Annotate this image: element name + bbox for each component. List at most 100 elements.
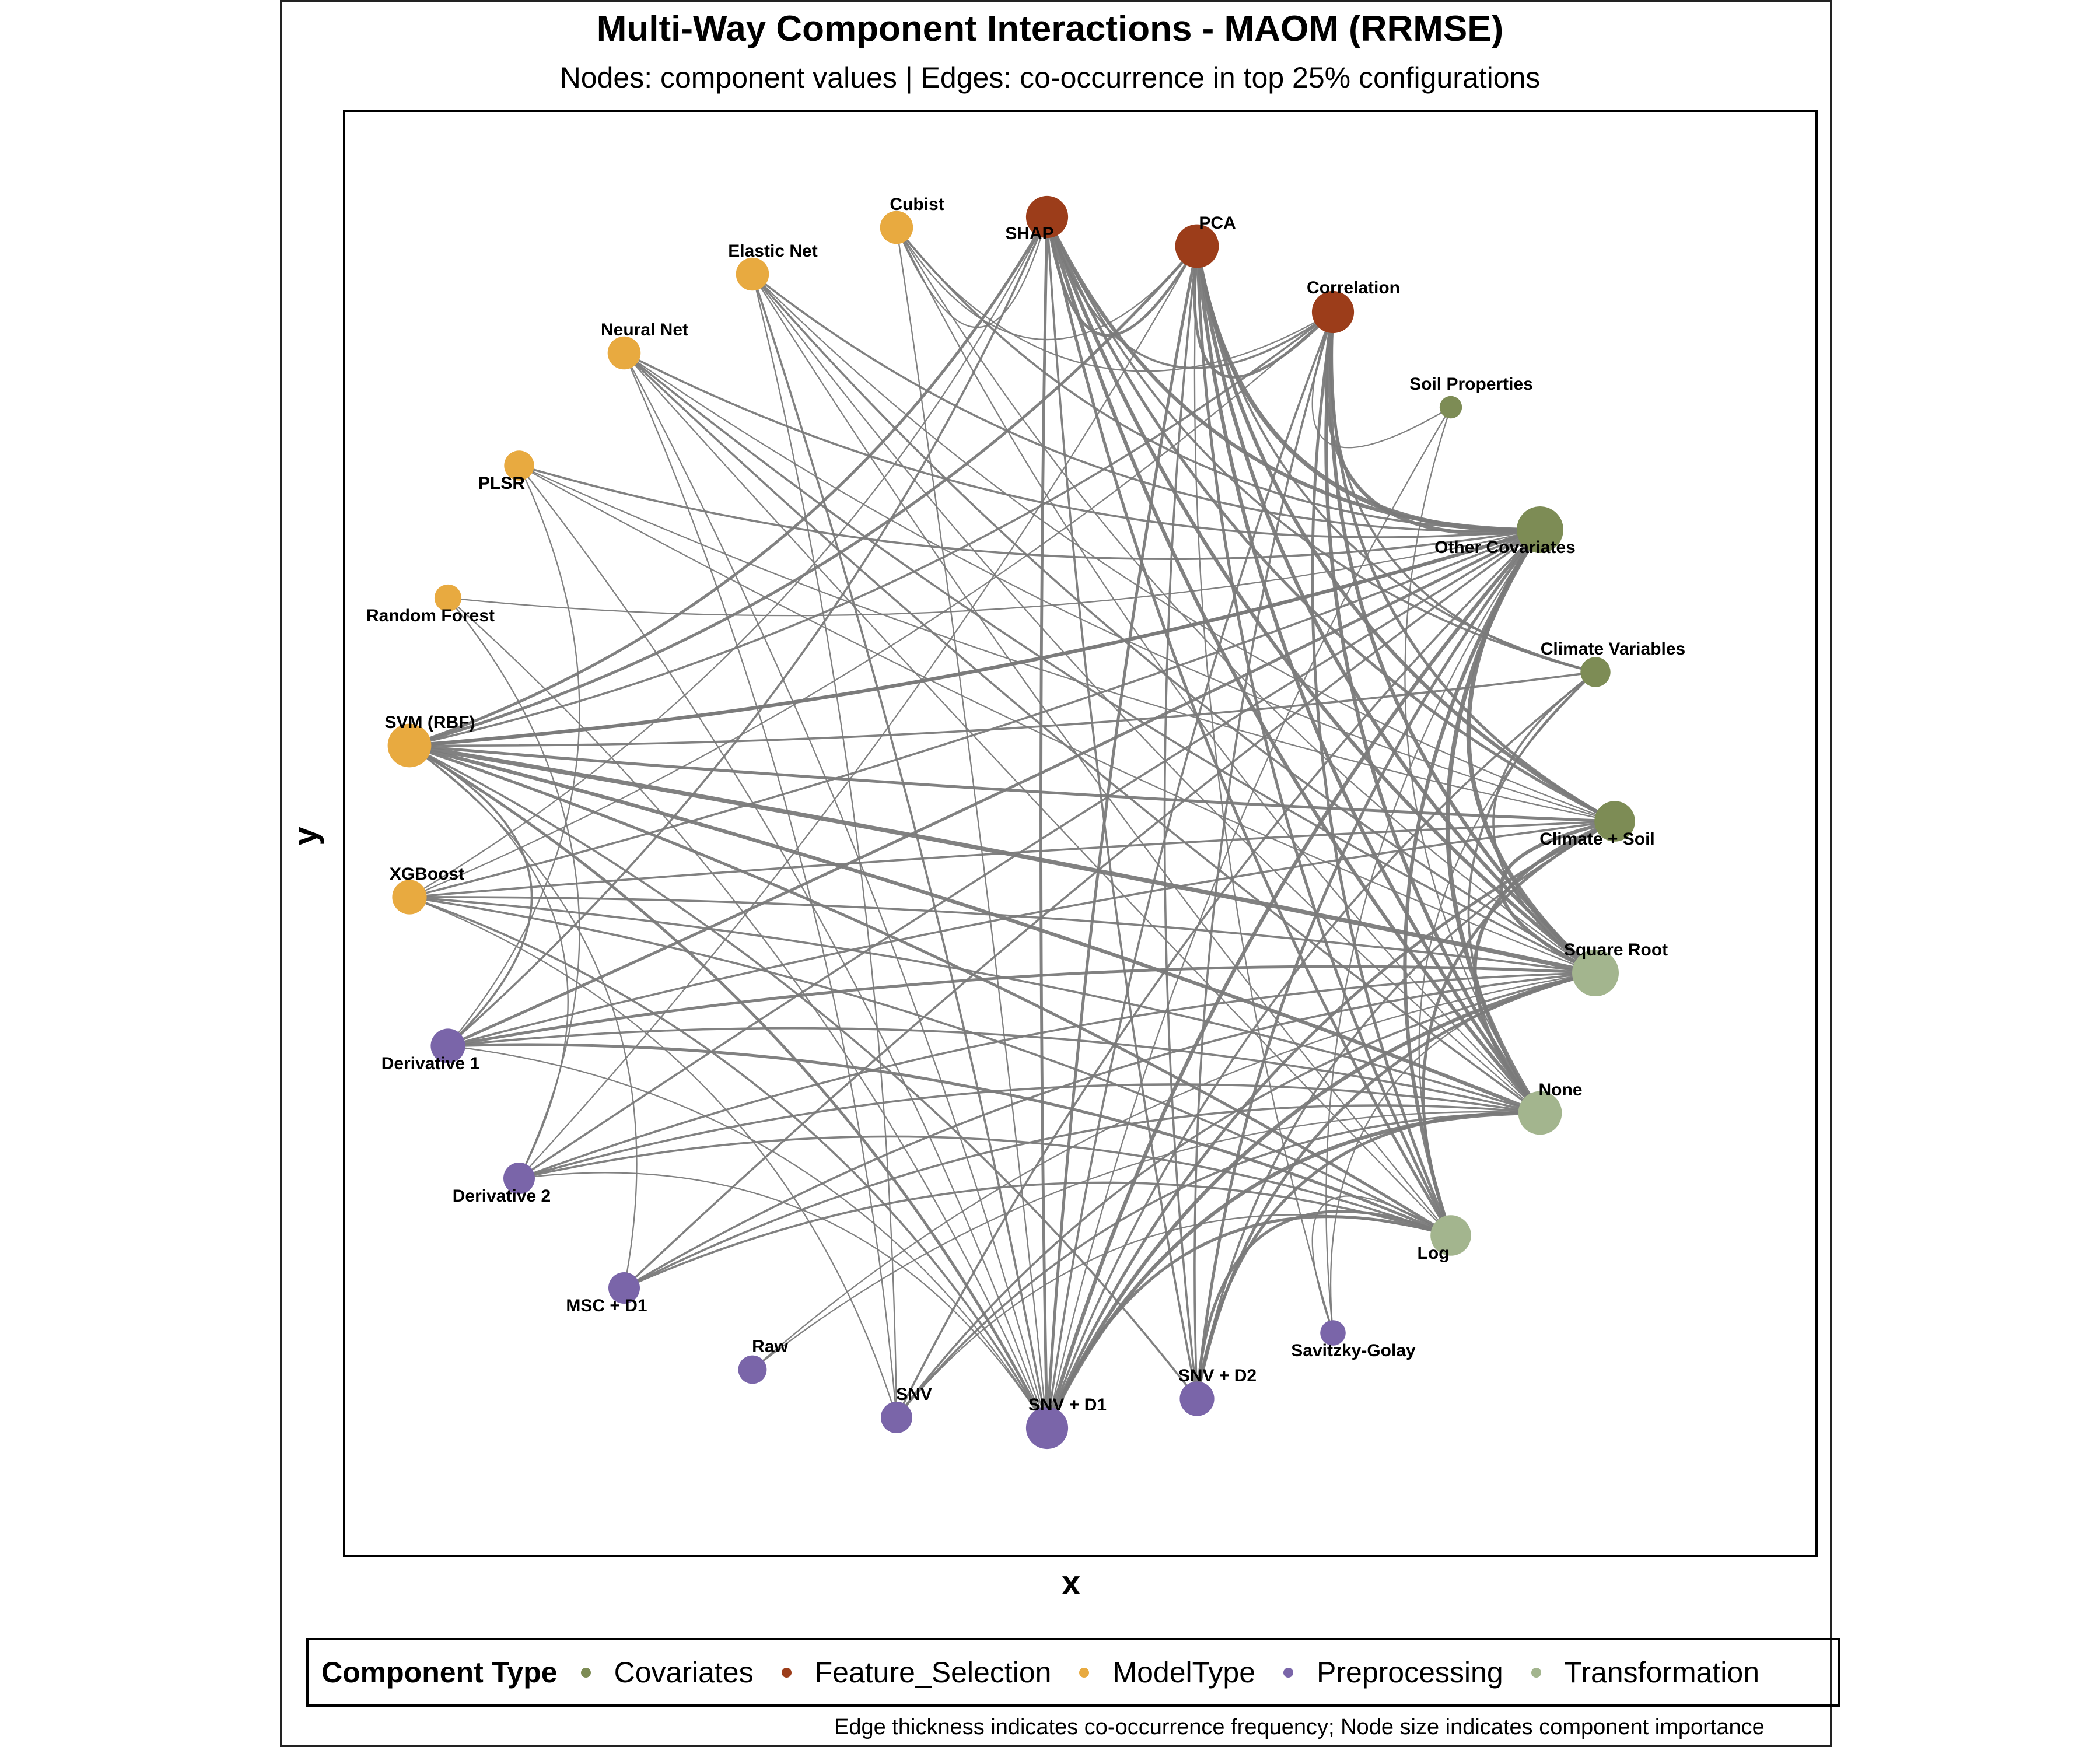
edge-xgb-snv [409, 896, 898, 1418]
node-shap [1026, 195, 1069, 239]
node-nn [607, 336, 641, 370]
legend-swatch-modeltype [1079, 1667, 1090, 1678]
edge-nn-log [624, 352, 1451, 1236]
node-label-d1: Derivative 1 [382, 1054, 480, 1073]
edge-cubist-other [895, 226, 1541, 531]
edge-other-snv [895, 528, 1541, 1418]
edge-other-mscd1 [623, 528, 1541, 1289]
node-mscd1 [608, 1272, 640, 1304]
edge-log-snvd2 [1195, 1210, 1451, 1399]
node-label-none: None [1539, 1080, 1583, 1100]
plot-panel [343, 110, 1818, 1558]
edge-none-mscd1 [624, 1104, 1541, 1289]
legend-item-feature-selection: Feature_Selection [781, 1656, 1052, 1689]
edge-sqrt-raw [752, 972, 1596, 1370]
edge-sqrt-snvd1 [1045, 971, 1596, 1429]
node-label-xgb: XGBoost [390, 864, 464, 884]
edge-corr-snvd1 [1046, 312, 1334, 1429]
figure-caption: Edge thickness indicates co-occurrence f… [834, 1715, 1765, 1740]
edge-shap-pca [1045, 216, 1199, 337]
edge-nn-climsoil [624, 352, 1615, 822]
edge-corr-snvd2 [1194, 312, 1334, 1399]
node-xgb [392, 880, 427, 915]
legend-label-feature-selection: Feature_Selection [814, 1656, 1052, 1689]
legend-title: Component Type [321, 1656, 558, 1689]
edge-svm-mscd1 [409, 745, 638, 1289]
node-label-pca: PCA [1199, 214, 1236, 233]
node-label-d2: Derivative 2 [453, 1186, 551, 1206]
edge-soil-snvd1 [1046, 407, 1451, 1429]
edge-enet-snv [751, 274, 898, 1418]
legend-item-modeltype: ModelType [1079, 1656, 1255, 1689]
node-cubist [880, 211, 914, 244]
edge-corr-log [1311, 312, 1452, 1236]
edge-svm-sqrt [409, 743, 1596, 975]
node-label-soil: Soil Properties [1409, 374, 1533, 394]
node-climsoil [1594, 801, 1635, 842]
edge-climate-sqrt [1492, 671, 1597, 974]
node-label-climsoil: Climate + Soil [1539, 830, 1655, 849]
legend-item-covariates: Covariates [580, 1656, 754, 1689]
edge-other-snvd2 [1195, 528, 1541, 1399]
edge-log-snv [896, 1214, 1451, 1418]
edge-svm-d1 [409, 744, 533, 1047]
edge-climsoil-none [1473, 820, 1616, 1114]
node-rf [434, 584, 462, 612]
edge-plsr-sqrt [519, 464, 1596, 974]
edge-enet-other [751, 273, 1541, 532]
node-sqrt [1572, 950, 1619, 996]
edge-d1-snvd1 [447, 1045, 1048, 1429]
edge-soil-none [1404, 407, 1541, 1114]
legend: Component Type Covariates Feature_Select… [306, 1638, 1840, 1707]
edge-climsoil-snvd1 [1045, 820, 1616, 1429]
legend-swatch-transformation [1531, 1667, 1541, 1678]
edge-nn-snvd1 [623, 352, 1048, 1429]
edge-none-d1 [447, 1027, 1541, 1114]
legend-item-transformation: Transformation [1531, 1656, 1759, 1689]
edge-svm-shap [409, 216, 1049, 747]
node-raw [738, 1355, 767, 1384]
node-label-shap: SHAP [1005, 224, 1054, 243]
node-label-svm: SVM (RBF) [385, 713, 475, 732]
edge-xgb-corr [409, 312, 1334, 898]
legend-swatch-preprocessing [1283, 1667, 1294, 1678]
edge-sqrt-mscd1 [624, 972, 1596, 1289]
edge-corr-climate [1329, 312, 1596, 673]
node-label-snvd1: SNV + D1 [1028, 1395, 1107, 1415]
edge-nn-none [623, 352, 1541, 1114]
figure-frame [280, 0, 1832, 1747]
edge-log-snvd1 [1045, 1215, 1451, 1429]
edge-shap-log [1045, 216, 1452, 1237]
node-label-enet: Elastic Net [728, 242, 817, 261]
edge-svm-none [409, 743, 1541, 1115]
edge-shap-corr [1046, 216, 1334, 369]
edge-svm-snvd2 [409, 744, 1198, 1400]
node-label-sqrt: Square Root [1564, 940, 1668, 960]
edge-cubist-pca [896, 227, 1198, 341]
edge-xgb-sqrt [409, 896, 1596, 974]
node-snvd2 [1180, 1381, 1214, 1416]
edge-svm-climsoil [409, 744, 1615, 823]
edge-cubist-snvd1 [895, 227, 1048, 1429]
edge-sqrt-snv [895, 972, 1596, 1419]
edge-enet-log [752, 274, 1451, 1236]
edge-xgb-other [409, 528, 1541, 898]
edge-sqrt-d2 [519, 972, 1596, 1180]
edge-log-sg [1311, 1195, 1451, 1334]
node-soil [1439, 396, 1462, 419]
edge-shap-snvd1 [1040, 216, 1049, 1429]
edge-cubist-none [895, 227, 1541, 1114]
edge-shap-snvd2 [1046, 216, 1198, 1399]
node-none [1518, 1091, 1562, 1135]
edge-plsr-snvd1 [519, 465, 1048, 1429]
edge-xgb-snvd1 [409, 896, 1048, 1429]
edge-nn-snv [623, 352, 898, 1418]
edge-xgb-shap [409, 216, 1048, 898]
edge-rf-snvd1 [447, 597, 1048, 1429]
y-axis-label: y [286, 827, 325, 846]
edge-shap-d1 [447, 216, 1048, 1047]
edge-none-raw [752, 1111, 1541, 1370]
edge-rf-d2 [447, 597, 580, 1179]
edge-shap-sqrt [1045, 216, 1597, 975]
edge-svm-log [409, 744, 1452, 1237]
